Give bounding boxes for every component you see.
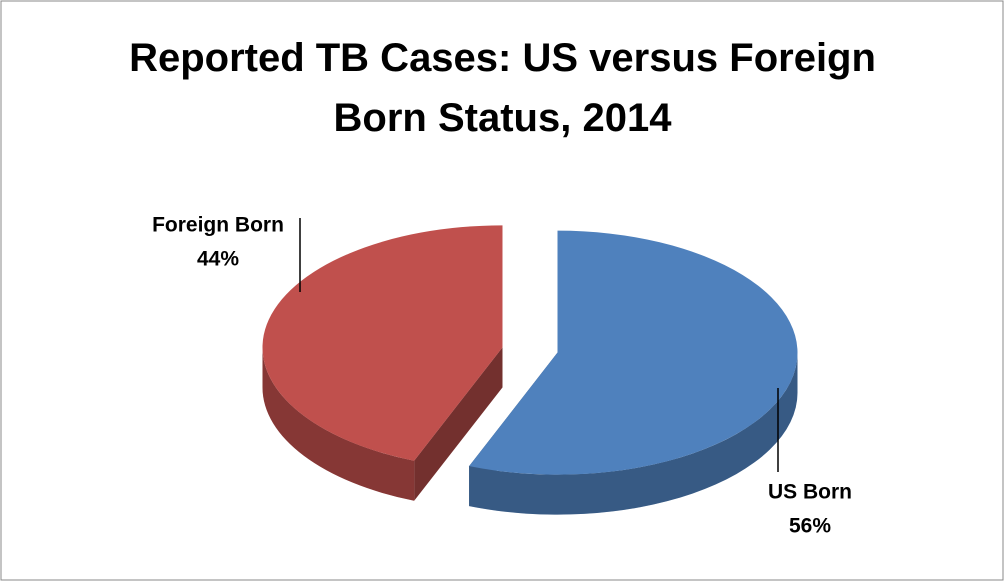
slice-side	[414, 347, 503, 501]
slice-value-label: 56%	[789, 515, 831, 538]
slice-shade	[262, 347, 415, 501]
pie	[262, 225, 798, 515]
slice-side	[469, 352, 798, 515]
slice-side	[262, 347, 415, 501]
slice-shade	[414, 347, 503, 501]
slice-value-label: 44%	[197, 248, 239, 271]
chart-title: Reported TB Cases: US versus Foreign Bor…	[129, 36, 876, 140]
slice	[469, 230, 798, 475]
slice-label: US Born	[768, 481, 852, 504]
slice	[262, 225, 503, 461]
slice-shade	[469, 352, 798, 515]
slice-label: Foreign Born	[152, 214, 284, 237]
